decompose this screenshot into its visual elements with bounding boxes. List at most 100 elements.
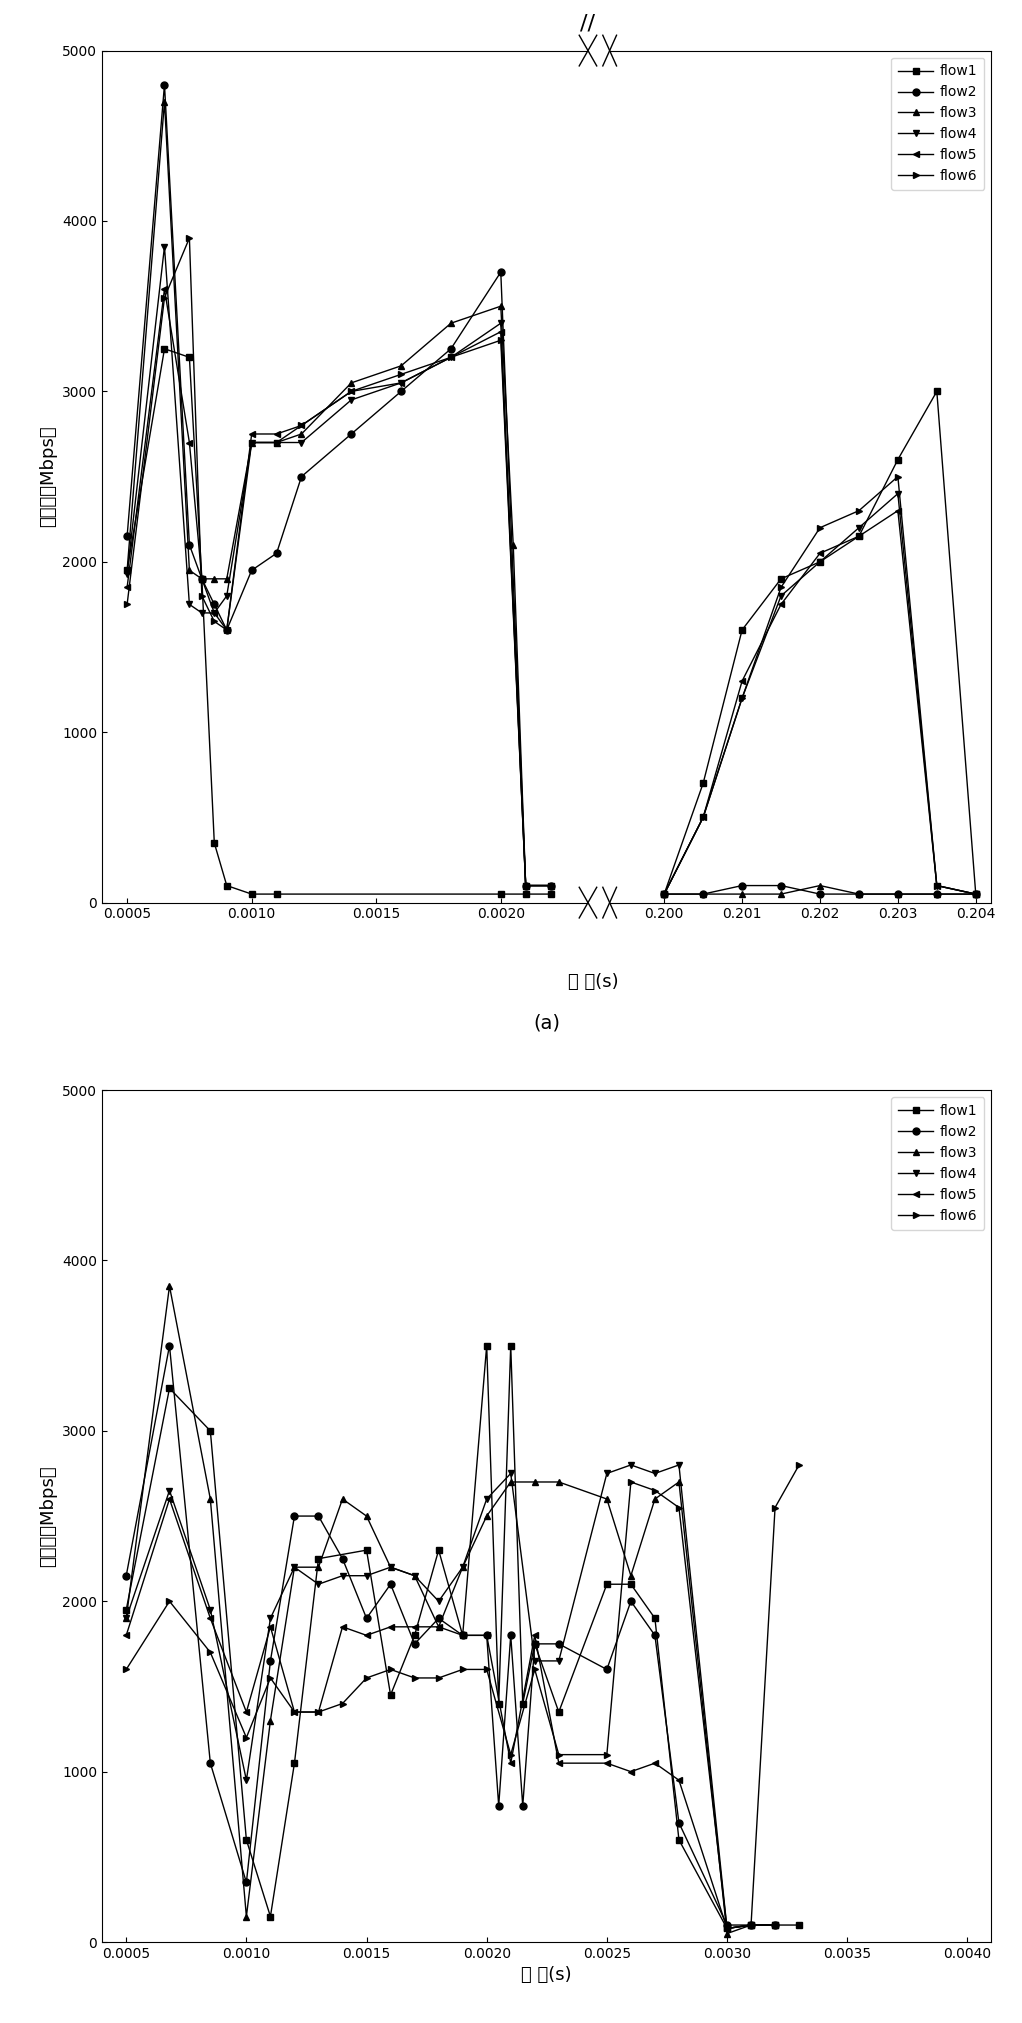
Line: flow4: flow4 — [660, 490, 979, 898]
Line: flow2: flow2 — [660, 882, 979, 898]
Line: flow6: flow6 — [123, 1461, 802, 1932]
flow4 — [505, 1461, 517, 1485]
flow4 — [814, 550, 826, 575]
flow5 — [121, 575, 133, 599]
flow6 — [221, 617, 233, 641]
flow2 — [164, 1333, 176, 1357]
flow2 — [445, 336, 457, 360]
flow2 — [505, 1622, 517, 1647]
flow6 — [288, 1699, 300, 1724]
flow3 — [445, 312, 457, 336]
flow6 — [158, 285, 171, 310]
flow2 — [336, 1546, 349, 1570]
flow6 — [736, 686, 748, 710]
flow4 — [295, 431, 308, 455]
flow1 — [240, 1827, 252, 1851]
flow3 — [624, 1564, 637, 1588]
flow2 — [649, 1622, 661, 1647]
flow6 — [793, 1453, 805, 1477]
flow6 — [528, 1657, 541, 1681]
flow1 — [313, 1546, 325, 1570]
flow2 — [814, 882, 826, 906]
flow6 — [409, 1665, 421, 1689]
flow2 — [970, 882, 982, 906]
flow3 — [672, 1471, 685, 1495]
flow5 — [931, 874, 943, 898]
flow6 — [265, 1665, 277, 1689]
flow6 — [384, 1657, 397, 1681]
flow3 — [361, 1503, 373, 1527]
flow6 — [745, 1914, 757, 1938]
Line: flow6: flow6 — [660, 473, 979, 898]
flow6 — [672, 1495, 685, 1519]
flow3 — [245, 431, 258, 455]
flow4 — [183, 593, 195, 617]
flow3 — [545, 874, 557, 898]
flow1 — [361, 1537, 373, 1562]
flow6 — [852, 498, 865, 522]
flow5 — [745, 1914, 757, 1938]
Line: flow5: flow5 — [123, 1495, 779, 1932]
flow6 — [208, 609, 221, 633]
flow5 — [814, 540, 826, 564]
flow2 — [196, 566, 208, 591]
flow5 — [384, 1614, 397, 1639]
flow4 — [121, 1606, 133, 1631]
flow3 — [970, 882, 982, 906]
flow5 — [624, 1760, 637, 1784]
flow2 — [158, 73, 171, 97]
flow1 — [745, 1914, 757, 1938]
flow5 — [505, 1752, 517, 1776]
flow3 — [457, 1556, 469, 1580]
flow3 — [505, 1471, 517, 1495]
flow4 — [245, 431, 258, 455]
Line: flow5: flow5 — [124, 285, 554, 888]
flow5 — [336, 1614, 349, 1639]
flow5 — [601, 1752, 613, 1776]
flow3 — [409, 1564, 421, 1588]
flow5 — [271, 423, 283, 447]
flow3 — [601, 1487, 613, 1511]
flow3 — [208, 566, 221, 591]
flow3 — [336, 1487, 349, 1511]
flow1 — [775, 566, 787, 591]
flow3 — [384, 1556, 397, 1580]
flow2 — [736, 874, 748, 898]
flow1 — [432, 1537, 445, 1562]
flow5 — [265, 1614, 277, 1639]
flow6 — [396, 362, 408, 386]
flow3 — [288, 1556, 300, 1580]
flow4 — [396, 370, 408, 394]
flow6 — [545, 874, 557, 898]
flow1 — [649, 1606, 661, 1631]
flow6 — [196, 585, 208, 609]
flow6 — [457, 1657, 469, 1681]
flow6 — [480, 1657, 493, 1681]
flow1 — [624, 1572, 637, 1596]
flow6 — [624, 1471, 637, 1495]
flow5 — [196, 566, 208, 591]
flow2 — [545, 874, 557, 898]
flow3 — [196, 566, 208, 591]
flow4 — [495, 312, 507, 336]
flow4 — [221, 585, 233, 609]
flow2 — [480, 1622, 493, 1647]
flow3 — [271, 431, 283, 455]
flow5 — [245, 423, 258, 447]
flow4 — [457, 1556, 469, 1580]
flow3 — [396, 354, 408, 378]
flow6 — [505, 1742, 517, 1766]
flow2 — [204, 1752, 217, 1776]
flow1 — [697, 771, 709, 795]
flow1 — [736, 617, 748, 641]
flow5 — [649, 1752, 661, 1776]
flow3 — [931, 882, 943, 906]
flow5 — [361, 1622, 373, 1647]
flow6 — [814, 516, 826, 540]
flow4 — [208, 601, 221, 625]
flow3 — [240, 1904, 252, 1928]
flow1 — [970, 882, 982, 906]
flow3 — [164, 1274, 176, 1299]
flow4 — [196, 601, 208, 625]
flow3 — [649, 1487, 661, 1511]
